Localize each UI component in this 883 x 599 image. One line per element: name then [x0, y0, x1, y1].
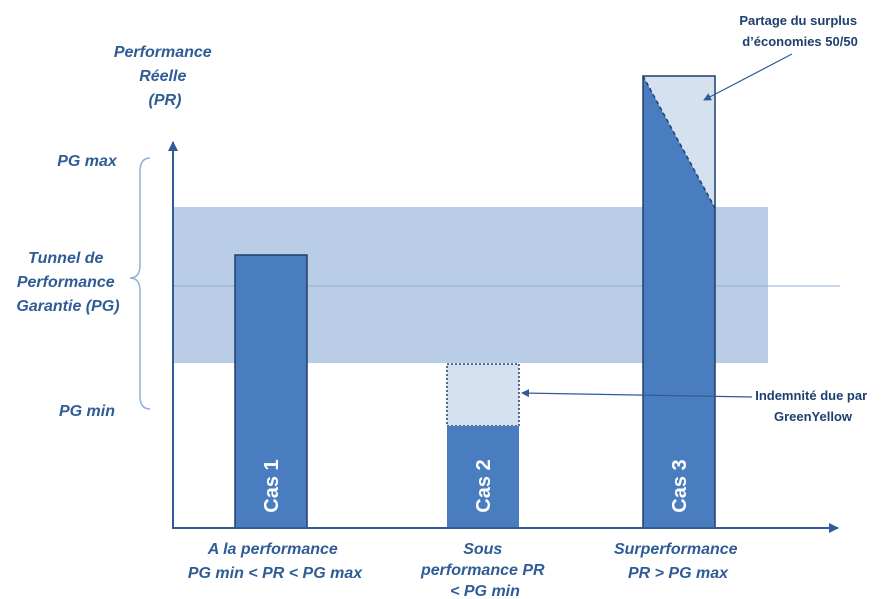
case-1-caption-line: A la performance: [207, 541, 338, 558]
case-1-caption-line: PG min < PR < PG max: [188, 565, 363, 582]
case-2-caption-line: Sous: [463, 541, 502, 558]
case-3-caption-line: Surperformance: [614, 541, 738, 558]
pg-min-label: PG min: [59, 403, 115, 420]
case-2-caption-line: < PG min: [450, 583, 520, 599]
tunnel-label-line: Performance: [17, 274, 115, 291]
pg-max-label: PG max: [57, 153, 118, 170]
bar-cas-2: [447, 426, 519, 528]
indemnity-annotation: Indemnité due par GreenYellow: [755, 388, 871, 424]
y-axis-title-line: (PR): [149, 92, 182, 109]
tunnel-label-line: Tunnel de: [28, 250, 103, 267]
indemnity-annotation-line: GreenYellow: [774, 409, 853, 424]
tunnel-label: Tunnel de Performance Garantie (PG): [16, 250, 119, 315]
surplus-annotation-line: Partage du surplus: [739, 13, 857, 28]
y-axis-title-line: Réelle: [139, 68, 186, 85]
y-axis-title-line: Performance: [114, 44, 212, 61]
bar-cas-1-label: Cas 1: [261, 459, 283, 512]
case-3-caption-line: PR > PG max: [628, 565, 729, 582]
surplus-annotation: Partage du surplus d’économies 50/50: [739, 13, 860, 49]
bar-cas-3: [643, 76, 715, 528]
surplus-annotation-line: d’économies 50/50: [742, 34, 858, 49]
tunnel-label-line: Garantie (PG): [16, 298, 119, 315]
tunnel-brace: [129, 157, 151, 410]
case-3-caption: Surperformance PR > PG max: [614, 541, 742, 582]
bar-cas-2-indemnity: [446, 363, 520, 427]
indemnity-arrow: [521, 389, 753, 398]
case-2-caption: Sous performance PR < PG min: [420, 541, 549, 599]
bar-cas-1: [234, 254, 308, 529]
bar-cas-2-label: Cas 2: [473, 459, 495, 512]
surplus-arrow: [703, 53, 793, 101]
indemnity-annotation-line: Indemnité due par: [755, 388, 867, 403]
case-1-caption: A la performance PG min < PR < PG max: [188, 541, 363, 582]
case-2-caption-line: performance PR: [420, 562, 545, 579]
bar-cas-3-label: Cas 3: [669, 459, 691, 512]
y-axis-title: Performance Réelle (PR): [114, 44, 216, 109]
